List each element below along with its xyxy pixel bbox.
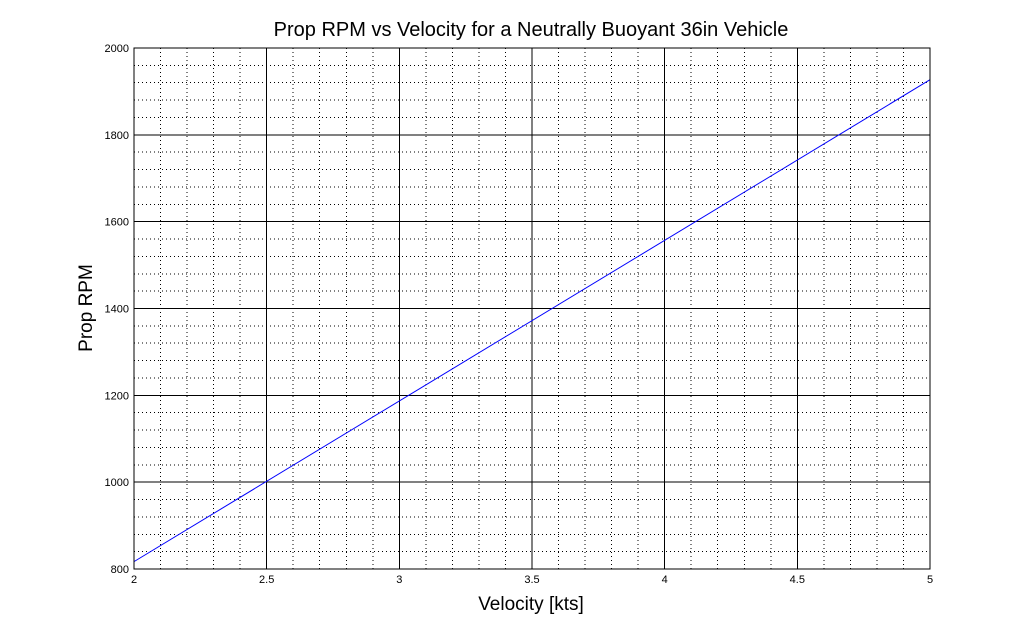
- series-layer: [133, 79, 931, 563]
- x-axis-label: Velocity [kts]: [478, 594, 584, 615]
- chart-title: Prop RPM vs Velocity for a Neutrally Buo…: [274, 19, 789, 41]
- y-axis-label: Prop RPM: [76, 264, 97, 352]
- y-axis-ticks: 800 1000 1200 1400 1600 1800 2000: [105, 43, 129, 576]
- y-tick-label: 1200: [105, 390, 129, 402]
- y-tick-label: 1400: [105, 304, 129, 316]
- y-tick-label: 1800: [105, 130, 129, 142]
- x-tick-label: 5: [927, 574, 933, 586]
- x-tick-label: 3: [396, 574, 402, 586]
- y-tick-label: 800: [111, 564, 129, 576]
- x-tick-label: 2: [131, 574, 137, 586]
- major-grid: [134, 48, 930, 569]
- plot-area-frame: [133, 47, 931, 570]
- y-tick-label: 2000: [105, 43, 129, 55]
- x-tick-label: 4.5: [790, 574, 805, 586]
- x-tick-label: 2.5: [259, 574, 274, 586]
- series-line: [133, 79, 931, 563]
- y-tick-label: 1600: [105, 217, 129, 229]
- x-tick-label: 4: [662, 574, 668, 586]
- x-tick-label: 3.5: [524, 574, 539, 586]
- x-axis-ticks: 2 2.5 3 3.5 4 4.5 5: [131, 574, 933, 586]
- y-tick-label: 1000: [105, 477, 129, 489]
